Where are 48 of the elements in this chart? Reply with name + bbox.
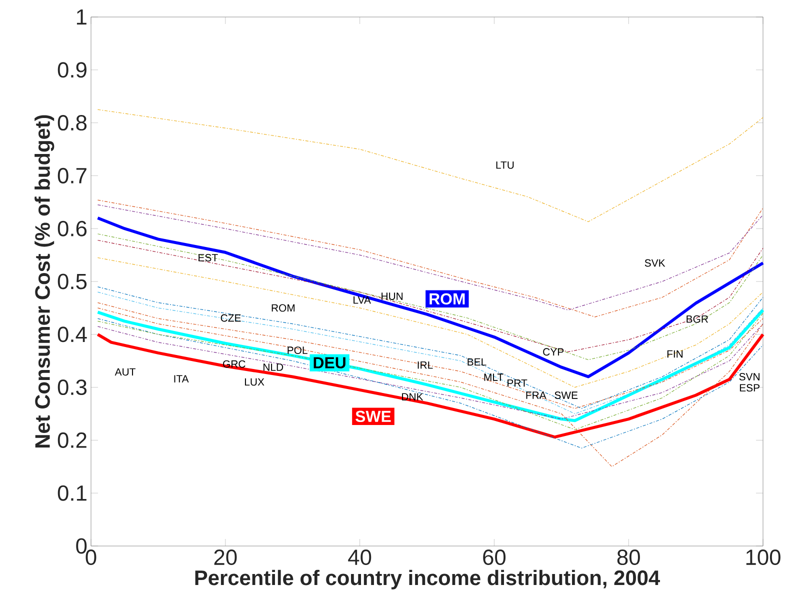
x-tick-label: 60 <box>483 550 506 566</box>
y-tick-label: 0.5 <box>58 274 87 290</box>
y-tick-label: 0.8 <box>58 115 87 131</box>
y-axis-title: Net Consumer Cost (% of budget) <box>34 115 54 448</box>
annotation: SVK <box>644 259 666 267</box>
x-axis-title: Percentile of country income distribution, 2004 <box>195 570 660 590</box>
annotation: EST <box>198 254 218 262</box>
y-tick-label: 0.3 <box>58 380 87 396</box>
annotation: CYP <box>543 348 564 356</box>
annotation: SVN <box>739 373 760 380</box>
annotation: ROM <box>272 304 295 312</box>
line-series <box>97 109 764 222</box>
line-series <box>96 332 765 439</box>
annotation: HUN <box>382 292 403 300</box>
y-tick-label: 0.4 <box>58 326 87 342</box>
y-tick-label: 0 <box>76 538 87 554</box>
x-tick-label: 20 <box>214 550 237 566</box>
y-tick-label: 0.7 <box>58 168 86 184</box>
annotation: LTU <box>496 161 514 169</box>
annotation: BEL <box>468 358 486 366</box>
annotation: ITA <box>174 375 189 382</box>
annotation: DNK <box>402 393 424 400</box>
x-tick-label: 80 <box>617 550 640 566</box>
series-label: ROM <box>430 293 465 305</box>
annotation: FIN <box>667 350 683 358</box>
y-tick-label: 0.6 <box>58 220 87 236</box>
annotation: POL <box>288 346 308 354</box>
x-tick-label: 40 <box>348 550 372 566</box>
annotation: CZE <box>220 314 241 322</box>
annotation: NLD <box>264 364 284 371</box>
annotation: LUX <box>244 378 264 386</box>
annotation: PRT <box>508 379 528 387</box>
series-label: DEU <box>314 357 346 368</box>
x-tick-label: 100 <box>746 550 780 566</box>
annotation: SWE <box>554 392 578 399</box>
annotation: BGR <box>686 315 708 323</box>
annotation: GRC <box>223 360 246 368</box>
series-label: SWE <box>356 410 391 422</box>
annotation: FRA <box>526 392 546 399</box>
annotation: ESP <box>740 384 760 392</box>
annotation: LVA <box>354 296 371 304</box>
y-tick-label: 0.1 <box>58 485 86 501</box>
y-tick-label: 1 <box>76 9 86 25</box>
annotation: AUT <box>114 368 136 376</box>
y-tick-label: 0.9 <box>58 62 86 78</box>
annotation: MLT <box>484 374 504 381</box>
y-tick-label: 0.2 <box>58 432 86 448</box>
annotation: IRL <box>418 361 433 369</box>
